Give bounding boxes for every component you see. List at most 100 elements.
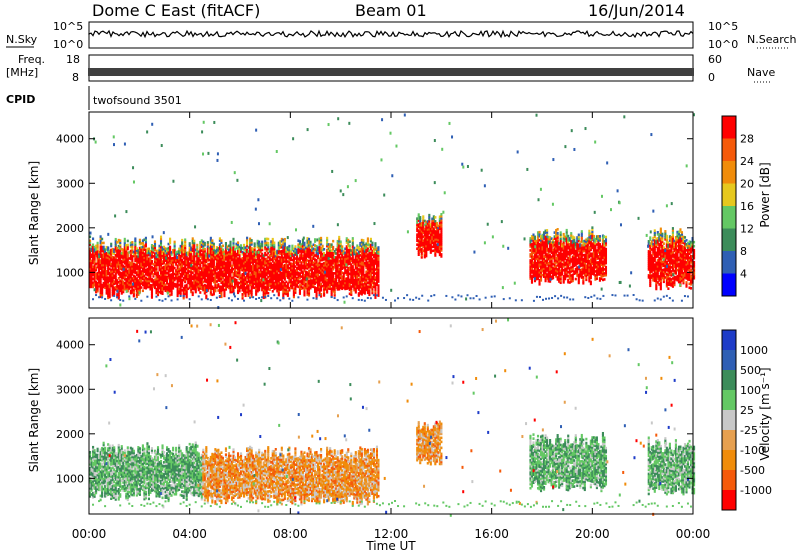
power-echo-cell: [333, 282, 336, 285]
power-echo-cell: [196, 281, 199, 285]
power-echo-cell: [344, 287, 347, 291]
power-echo-cell: [184, 274, 187, 278]
power-echo-cell: [161, 282, 164, 285]
power-echo-cell: [128, 279, 131, 282]
power-echo-cell: [117, 244, 120, 248]
power-echo-cell: [141, 245, 144, 248]
power-echo-cell: [93, 283, 96, 287]
power-echo-cell: [220, 281, 223, 285]
power-echo-cell: [350, 267, 353, 270]
power-echo-cell: [138, 248, 141, 252]
power-echo-cell: [365, 282, 368, 286]
power-echo-cell: [327, 255, 330, 258]
power-echo-cell: [178, 253, 181, 257]
power-echo-cell: [144, 278, 147, 282]
power-echo-cell: [181, 244, 184, 248]
power-echo-cell: [291, 276, 294, 280]
power-echo-cell: [111, 273, 114, 277]
power-echo-cell: [102, 261, 105, 265]
power-echo-cell: [128, 261, 131, 264]
power-echo-cell: [330, 283, 333, 287]
power-echo-cell: [104, 286, 107, 290]
power-echo-cell: [309, 256, 312, 260]
power-echo-cell: [188, 248, 191, 251]
power-echo-cell: [236, 251, 240, 254]
power-echo-cell: [162, 259, 166, 263]
power-echo-cell: [360, 254, 363, 258]
power-echo-cell: [247, 262, 250, 265]
power-echo-cell: [153, 284, 157, 288]
power-echo-cell: [318, 291, 321, 295]
power-echo-cell: [166, 275, 169, 279]
power-echo-cell: [101, 269, 104, 273]
power-echo-cell: [249, 255, 252, 259]
power-echo-cell: [315, 254, 318, 258]
power-echo-cell: [224, 282, 228, 285]
power-echo-cell: [429, 237, 432, 240]
power-echo-cell: [360, 292, 363, 296]
power-echo-cell: [315, 289, 318, 292]
power-echo-cell: [208, 270, 211, 274]
power-echo-cell: [138, 250, 141, 254]
power-echo-cell: [347, 282, 350, 286]
power-echo-cell: [238, 277, 241, 281]
power-echo-cell: [199, 249, 202, 252]
power-echo-cell: [218, 279, 221, 282]
power-echo-cell: [286, 250, 289, 253]
power-echo-cell: [181, 272, 184, 276]
power-echo-cell: [158, 286, 161, 290]
power-echo-cell: [233, 262, 237, 265]
power-echo-cell: [310, 285, 314, 288]
power-echo-cell: [102, 269, 105, 273]
power-echo-cell: [300, 247, 303, 250]
power-echo-cell: [191, 245, 194, 248]
power-echo-cell: [270, 284, 273, 287]
power-echo-cell: [241, 256, 244, 260]
power-echo-cell: [310, 249, 314, 252]
power-echo-cell: [368, 267, 371, 271]
power-echo-cell: [330, 265, 333, 269]
power-echo-cell: [170, 257, 173, 260]
power-echo-cell: [327, 279, 330, 282]
power-echo-cell: [89, 285, 92, 289]
power-echo-cell: [150, 262, 154, 265]
power-echo-cell: [295, 266, 298, 270]
power-echo-cell: [420, 223, 423, 227]
power-echo-cell: [351, 249, 354, 252]
power-echo-cell: [249, 243, 252, 247]
power-echo-cell: [273, 271, 276, 275]
power-echo-cell: [306, 251, 309, 254]
power-echo-cell: [162, 257, 166, 261]
power-echo-cell: [184, 256, 187, 260]
power-echo-cell: [369, 271, 372, 275]
power-echo-cell: [114, 272, 117, 275]
power-echo-cell: [146, 261, 149, 265]
power-echo-cell: [236, 247, 240, 250]
power-echo-cell: [265, 279, 268, 283]
power-echo-cell: [318, 245, 321, 249]
power-echo-cell: [416, 223, 419, 226]
power-echo-cell: [371, 287, 374, 291]
power-echo-cell: [104, 252, 107, 255]
power-echo-cell: [144, 256, 147, 260]
power-echo-cell: [318, 285, 321, 289]
power-echo-cell: [304, 260, 308, 264]
power-echo-cell: [113, 262, 116, 266]
power-echo-cell: [179, 286, 182, 290]
power-echo-cell: [289, 276, 292, 280]
power-echo-cell: [230, 282, 234, 286]
power-echo-cell: [99, 245, 102, 248]
power-echo-cell: [185, 283, 188, 287]
power-echo-cell: [309, 250, 312, 254]
power-echo-cell: [200, 245, 203, 248]
power-echo-cell: [218, 247, 221, 250]
power-echo-cell: [335, 248, 338, 251]
power-echo-cell: [327, 253, 330, 256]
power-echo-cell: [270, 246, 273, 249]
power-echo-cell: [194, 260, 197, 264]
power-echo-cell: [161, 260, 164, 263]
power-echo-cell: [202, 270, 205, 274]
power-echo-cell: [122, 280, 125, 284]
power-echo-cell: [159, 253, 163, 257]
power-echo-cell: [181, 284, 184, 288]
